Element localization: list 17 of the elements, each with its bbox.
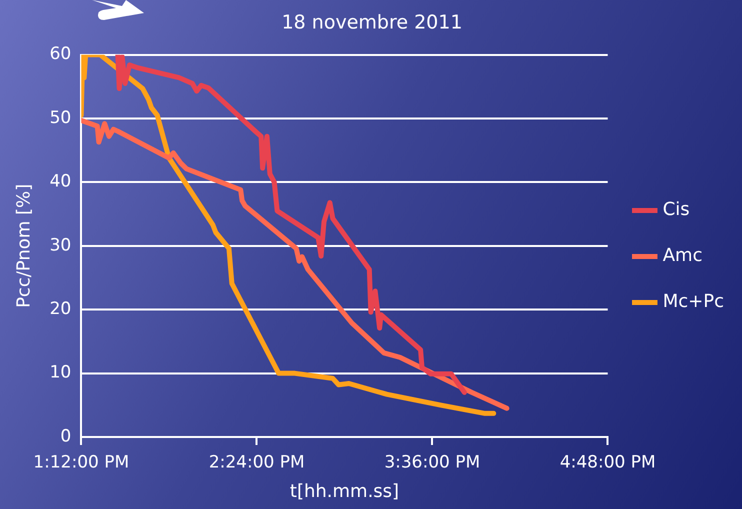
y-tick-label: 10 (50, 362, 72, 383)
x-tick-label: 3:36:00 PM (384, 452, 480, 473)
y-tick-label: 30 (50, 235, 72, 256)
legend-label: Amc (662, 245, 702, 266)
chart-title: 18 novembre 2011 (282, 11, 462, 34)
x-tick-label: 1:12:00 PM (33, 452, 130, 473)
legend-label: Mc+Pc (662, 291, 724, 312)
y-tick-label: 40 (50, 172, 72, 192)
legend-label: Cis (662, 199, 690, 220)
y-tick-label: 20 (50, 299, 72, 320)
y-axis-title: Pcc/Pnom [%] (13, 184, 34, 308)
y-tick-label: 0 (60, 426, 72, 446)
x-tick-label: 2:24:00 PM (208, 452, 305, 473)
x-axis-title: t[hh.mm.ss] (290, 480, 400, 502)
y-tick-label: 50 (50, 108, 72, 128)
x-tick-label: 4:48:00 PM (560, 452, 656, 473)
y-tick-label: 60 (50, 44, 72, 64)
